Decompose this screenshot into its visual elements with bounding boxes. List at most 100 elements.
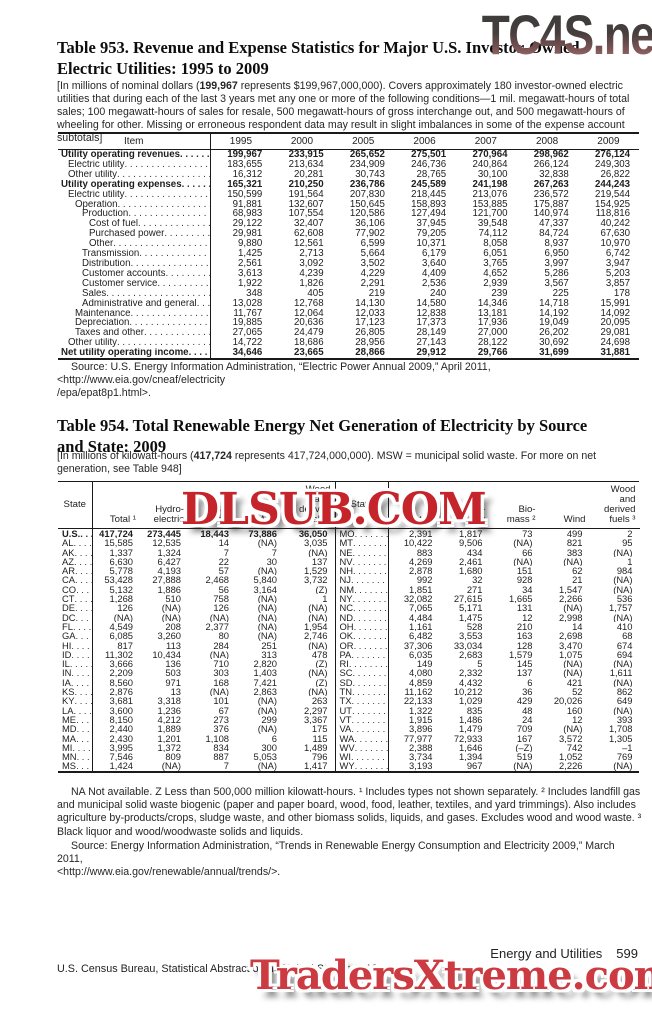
item-cell: Transmission xyxy=(58,249,211,259)
value-cell: 6,599 xyxy=(360,239,385,250)
column-header: 2000 xyxy=(271,132,333,150)
value-cell: 30,743 xyxy=(355,169,385,180)
value-cell: 79,205 xyxy=(416,229,447,240)
state-label: VT xyxy=(339,714,352,725)
state-cell: MA xyxy=(58,733,93,743)
watermark-dlsub: DLSUB.COM xyxy=(181,484,487,535)
value-cell: 39,548 xyxy=(477,219,508,230)
value-cell: 210 xyxy=(516,621,533,632)
value-cell: 73,886 xyxy=(248,528,277,539)
value-cell: 2,820 xyxy=(253,659,277,669)
value-cell: 131 xyxy=(516,603,533,613)
value-cell: 2,461 xyxy=(459,556,483,567)
state-cell: KY xyxy=(58,696,93,706)
value-cell: 20,636 xyxy=(293,318,324,329)
value-cell: 270,964 xyxy=(472,149,508,160)
table-row: Sales 348 405 219 240 239 225 178 xyxy=(58,288,639,299)
value-cell: 67 xyxy=(218,705,229,715)
value-cell: (NA) xyxy=(563,603,583,613)
value-cell: 1,680 xyxy=(459,566,483,576)
header-hydroelectric: Hydro- electric xyxy=(439,482,490,529)
table-954-left-panel: State Total ¹ Hydro- electric Bio- mass … xyxy=(58,482,336,771)
value-cell: 1,394 xyxy=(459,752,483,762)
value-cell: 28,765 xyxy=(416,169,447,180)
value-cell: 6,950 xyxy=(544,249,569,259)
value-cell: 9,880 xyxy=(238,239,263,250)
value-cell: 11,162 xyxy=(404,687,433,697)
value-cell: 5,840 xyxy=(253,575,277,585)
value-cell: 1,922 xyxy=(238,278,263,289)
value-cell: (NA) xyxy=(563,659,583,669)
value-cell: 4,080 xyxy=(409,668,433,678)
state-cell: CT xyxy=(58,594,93,604)
value-cell: 3,553 xyxy=(459,631,483,641)
value-cell: 410 xyxy=(616,621,633,632)
value-cell: 5,778 xyxy=(109,566,133,576)
state-cell: DE xyxy=(58,603,93,613)
value-cell: (NA) xyxy=(563,668,583,678)
state-label: ME xyxy=(62,714,77,725)
state-cell: MD xyxy=(58,724,93,734)
state-cell: NH xyxy=(335,566,389,576)
table-row: Electric utility 150,599 191,564 207,830 218… xyxy=(58,189,639,200)
state-label: DE xyxy=(62,603,76,613)
value-cell: 29,766 xyxy=(477,348,508,359)
value-cell: 300 xyxy=(261,742,277,753)
value-cell: 6 xyxy=(271,733,277,743)
source-line: Source: Energy Information Administratio… xyxy=(57,840,615,865)
census-credit: U.S. Census Bureau, Statistical Abstract… xyxy=(57,963,378,975)
value-cell: 11,302 xyxy=(105,649,133,660)
value-cell: 4,549 xyxy=(109,621,133,632)
table-row: FL 4,549 208 2,377 (NA) 1,954 xyxy=(58,621,336,632)
value-cell: (NA) xyxy=(284,612,336,622)
table-row: ID 11,302 10,434 (NA) 313 478 xyxy=(58,649,336,660)
value-cell: 13 xyxy=(170,687,181,697)
value-cell: 236,572 xyxy=(533,189,569,200)
table-row: UT 1,322 835 48 160 (NA) xyxy=(335,705,640,715)
value-cell: 153,885 xyxy=(472,199,508,210)
item-cell: Administrative and general xyxy=(58,298,211,309)
value-cell: 3,092 xyxy=(299,258,324,269)
value-cell: 48 xyxy=(522,705,533,715)
state-label: AR xyxy=(62,566,76,576)
value-cell: 10,212 xyxy=(453,687,483,697)
value-cell: (NA) xyxy=(613,584,633,595)
state-label: AZ xyxy=(62,556,74,567)
state-label: MS xyxy=(62,761,77,771)
value-cell: 218,445 xyxy=(411,189,447,200)
state-label: DC xyxy=(62,612,76,622)
value-cell: 2,291 xyxy=(360,278,385,289)
value-cell: (Z) xyxy=(284,659,336,669)
value-cell: 241,198 xyxy=(472,179,508,190)
value-cell: 127,494 xyxy=(411,209,447,220)
value-cell: 34 xyxy=(522,584,533,595)
state-label: AL xyxy=(62,538,74,548)
value-cell: 4,409 xyxy=(421,268,447,279)
table-row: Cost of fuel 29,122 32,407 36,106 37,945 39,5… xyxy=(58,219,639,230)
value-cell: 95 xyxy=(622,538,633,548)
row-label: Electric utility xyxy=(68,189,125,200)
value-cell: 37,306 xyxy=(403,640,433,650)
state-label: GA xyxy=(62,631,76,641)
value-cell: 1,611 xyxy=(609,668,633,678)
value-cell: 883 xyxy=(416,547,433,557)
value-cell: 1,029 xyxy=(459,696,483,706)
value-cell: 66 xyxy=(522,547,533,557)
value-cell: 3,260 xyxy=(157,631,181,641)
table-row: RI 149 5 145 (NA) (NA) xyxy=(335,659,640,669)
value-cell: 225 xyxy=(552,288,569,299)
value-cell: 20,281 xyxy=(293,169,324,180)
item-cell: Other xyxy=(58,239,211,250)
value-cell: (NA) xyxy=(613,705,633,715)
value-cell: 7 xyxy=(271,547,277,557)
value-cell: 1,417 xyxy=(284,761,336,771)
value-cell: 5,132 xyxy=(109,584,133,595)
table-954-right-header: State Total ¹ Hydro- electric Bio- mass … xyxy=(335,482,640,529)
value-cell: 6,085 xyxy=(109,631,133,641)
value-cell: 528 xyxy=(466,621,483,632)
value-cell: 4,229 xyxy=(360,268,385,279)
value-cell: 862 xyxy=(616,687,633,697)
value-cell: 2,683 xyxy=(459,649,483,660)
value-cell: 29,081 xyxy=(600,328,631,339)
table-row: ND 4,484 1,475 12 2,998 (NA) xyxy=(335,612,640,622)
